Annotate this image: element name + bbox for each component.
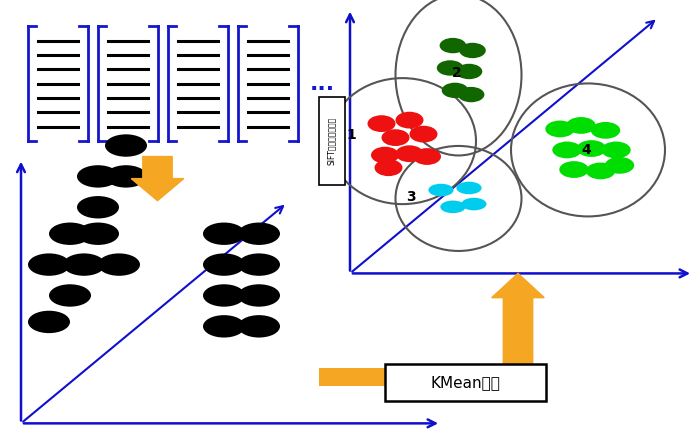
Ellipse shape <box>49 284 91 306</box>
Ellipse shape <box>458 87 484 102</box>
Ellipse shape <box>459 43 486 58</box>
Ellipse shape <box>203 254 245 276</box>
Text: SIFT提取的特征词汇: SIFT提取的特征词汇 <box>328 117 336 165</box>
Ellipse shape <box>238 223 280 245</box>
Ellipse shape <box>238 254 280 276</box>
Text: ...: ... <box>310 74 335 94</box>
Ellipse shape <box>456 64 482 79</box>
Ellipse shape <box>203 315 245 337</box>
Ellipse shape <box>28 254 70 276</box>
Ellipse shape <box>203 284 245 306</box>
Ellipse shape <box>586 163 615 179</box>
Ellipse shape <box>591 122 620 139</box>
Ellipse shape <box>545 120 575 137</box>
Ellipse shape <box>428 184 454 196</box>
Ellipse shape <box>238 284 280 306</box>
Ellipse shape <box>410 126 438 142</box>
Ellipse shape <box>552 142 582 158</box>
Ellipse shape <box>374 159 402 176</box>
Text: 3: 3 <box>406 190 416 204</box>
Ellipse shape <box>577 140 606 157</box>
Ellipse shape <box>437 60 463 76</box>
Ellipse shape <box>105 135 147 157</box>
Ellipse shape <box>440 201 466 213</box>
Bar <box>318 97 345 185</box>
Text: KMean算法: KMean算法 <box>430 375 500 390</box>
Ellipse shape <box>440 38 466 53</box>
Ellipse shape <box>413 148 441 165</box>
Ellipse shape <box>77 165 119 187</box>
Ellipse shape <box>395 146 423 162</box>
Ellipse shape <box>461 198 486 210</box>
Ellipse shape <box>382 129 409 146</box>
Ellipse shape <box>605 157 634 174</box>
Ellipse shape <box>368 115 395 132</box>
FancyArrow shape <box>491 273 545 366</box>
Ellipse shape <box>371 147 399 164</box>
Text: 2: 2 <box>452 66 461 80</box>
Text: 4: 4 <box>581 143 591 157</box>
Ellipse shape <box>395 112 423 128</box>
Ellipse shape <box>203 223 245 245</box>
Ellipse shape <box>566 117 596 134</box>
Bar <box>318 368 533 386</box>
Text: 1: 1 <box>346 128 356 142</box>
Ellipse shape <box>49 223 91 245</box>
Ellipse shape <box>456 182 482 194</box>
Ellipse shape <box>238 315 280 337</box>
Ellipse shape <box>28 311 70 333</box>
Ellipse shape <box>77 223 119 245</box>
FancyBboxPatch shape <box>385 364 546 401</box>
Ellipse shape <box>442 82 468 98</box>
FancyArrow shape <box>132 157 183 201</box>
Ellipse shape <box>601 142 631 158</box>
Ellipse shape <box>559 161 589 178</box>
Ellipse shape <box>77 196 119 218</box>
Ellipse shape <box>98 254 140 276</box>
Ellipse shape <box>105 165 147 187</box>
Ellipse shape <box>63 254 105 276</box>
